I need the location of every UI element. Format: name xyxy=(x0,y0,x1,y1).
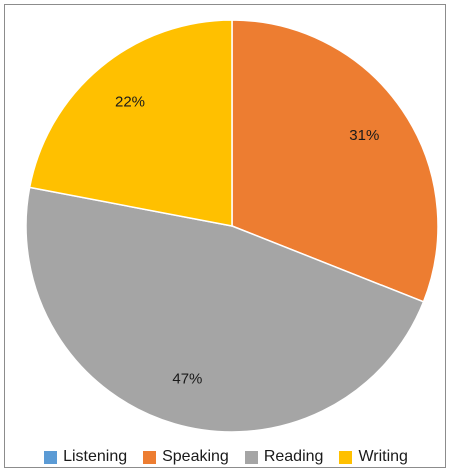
legend-item-listening: Listening xyxy=(44,448,127,466)
legend-item-writing: Writing xyxy=(339,448,408,466)
data-label-writing: 22% xyxy=(115,94,145,111)
legend-swatch-writing xyxy=(339,450,353,464)
legend-label-listening: Listening xyxy=(63,448,128,465)
legend-swatch-speaking xyxy=(143,450,157,464)
legend-swatch-listening xyxy=(44,450,58,464)
legend-swatch-reading xyxy=(244,450,258,464)
pie-slice-speaking xyxy=(231,19,439,303)
legend-item-reading: Reading xyxy=(244,448,324,466)
legend-label-speaking: Speaking xyxy=(162,448,229,465)
legend-label-reading: Reading xyxy=(263,448,324,465)
pie-slice-reading xyxy=(25,186,425,433)
legend-label-writing: Writing xyxy=(358,448,408,465)
legend: Listening Speaking Reading Writing xyxy=(0,445,452,469)
pie-slice-writing xyxy=(28,19,233,227)
data-label-speaking: 31% xyxy=(349,127,379,144)
legend-item-speaking: Speaking xyxy=(143,448,229,466)
data-label-reading: 47% xyxy=(172,371,202,388)
